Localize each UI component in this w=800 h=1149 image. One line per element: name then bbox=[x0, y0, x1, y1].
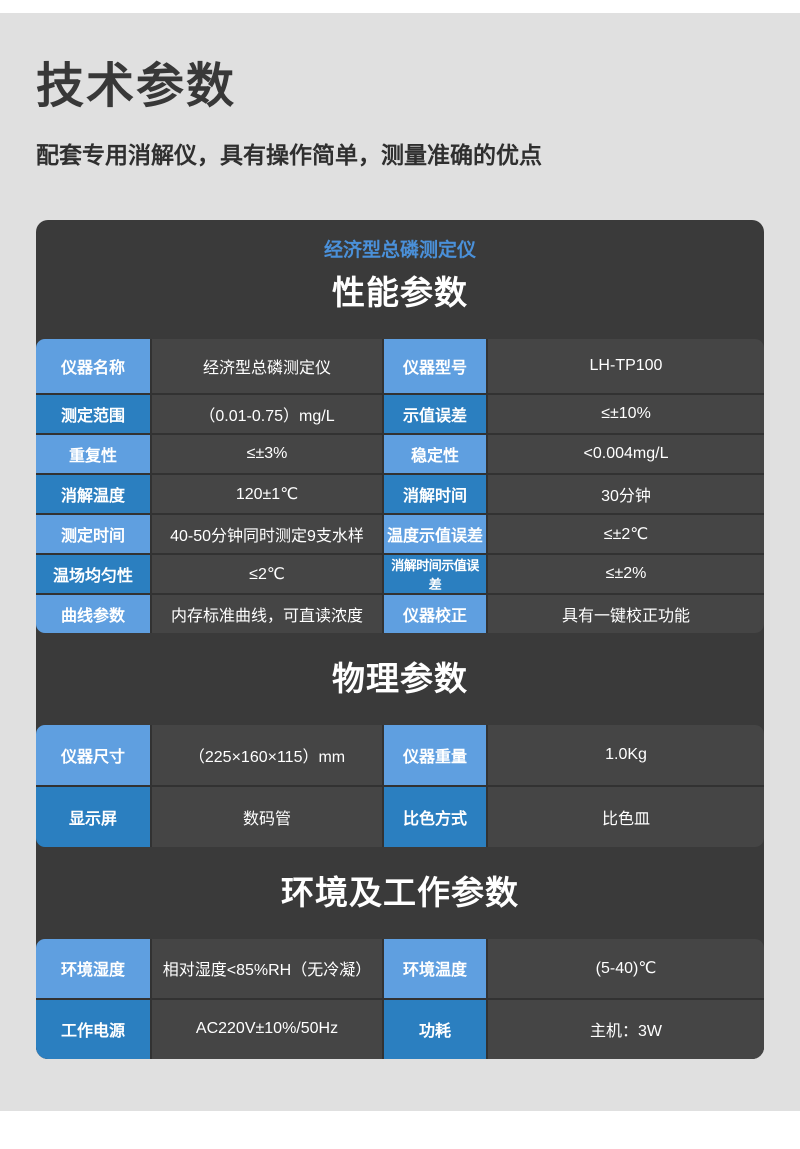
param-value: 40-50分钟同时测定9支水样 bbox=[152, 514, 382, 553]
param-label: 温度示值误差 bbox=[384, 514, 486, 553]
section-heading: 性能参数 bbox=[332, 273, 468, 311]
param-label: 测定范围 bbox=[36, 394, 150, 433]
param-label: 仪器尺寸 bbox=[36, 724, 150, 785]
param-value: 主机：3W bbox=[488, 999, 764, 1059]
param-value: ≤±2% bbox=[488, 554, 764, 593]
param-label: 消解时间 bbox=[384, 474, 486, 513]
param-label: 仪器重量 bbox=[384, 724, 486, 785]
param-value: AC220V±10%/50Hz bbox=[152, 999, 382, 1059]
param-label: 环境温度 bbox=[384, 938, 486, 998]
section-heading: 物理参数 bbox=[332, 659, 468, 697]
param-value: <0.004mg/L bbox=[488, 434, 764, 473]
param-value: ≤±10% bbox=[488, 394, 764, 433]
spec-card: 经济型总磷测定仪 性能参数 仪器名称 经济型总磷测定仪 仪器型号 LH-TP100 测定范… bbox=[36, 219, 764, 1059]
param-value: ≤2℃ bbox=[152, 554, 382, 593]
spec-table: 仪器尺寸 （225×160×115）mm 仪器重量 1.0Kg 显示屏 数码管 比色方式 比色… bbox=[36, 724, 764, 847]
param-value: (5-40)℃ bbox=[488, 938, 764, 998]
param-label: 工作电源 bbox=[36, 999, 150, 1059]
param-label: 稳定性 bbox=[384, 434, 486, 473]
param-label: 重复性 bbox=[36, 434, 150, 473]
param-value: 具有一键校正功能 bbox=[488, 594, 764, 633]
param-value: （225×160×115）mm bbox=[152, 724, 382, 785]
param-value: 比色皿 bbox=[488, 786, 764, 847]
page-subtitle: 配套专用消解仪，具有操作简单，测量准确的优点 bbox=[36, 142, 542, 169]
param-value: 经济型总磷测定仪 bbox=[152, 338, 382, 393]
content-panel: 技术参数 配套专用消解仪，具有操作简单，测量准确的优点 经济型总磷测定仪 性能参… bbox=[0, 13, 800, 1111]
spec-table: 仪器名称 经济型总磷测定仪 仪器型号 LH-TP100 测定范围 （0.01-0.75）m… bbox=[36, 338, 764, 633]
param-value: 30分钟 bbox=[488, 474, 764, 513]
spec-sections: 性能参数仪器名称 经济型总磷测定仪 仪器型号 LH-TP100 测定范围 （0.01-0.… bbox=[36, 273, 764, 1059]
param-label: 比色方式 bbox=[384, 786, 486, 847]
page-title: 技术参数 bbox=[36, 60, 237, 113]
param-value: 1.0Kg bbox=[488, 724, 764, 785]
param-label: 测定时间 bbox=[36, 514, 150, 553]
param-label: 示值误差 bbox=[384, 394, 486, 433]
section-heading: 环境及工作参数 bbox=[281, 873, 519, 911]
param-label: 仪器型号 bbox=[384, 338, 486, 393]
spec-table: 环境湿度 相对湿度<85%RH（无冷凝） 环境温度 (5-40)℃ 工作电源 AC220V… bbox=[36, 938, 764, 1059]
product-name: 经济型总磷测定仪 bbox=[323, 239, 476, 261]
param-label: 环境湿度 bbox=[36, 938, 150, 998]
param-label: 功耗 bbox=[384, 999, 486, 1059]
param-value: 数码管 bbox=[152, 786, 382, 847]
param-value: 120±1℃ bbox=[152, 474, 382, 513]
param-label: 温场均匀性 bbox=[36, 554, 150, 593]
param-label: 仪器校正 bbox=[384, 594, 486, 633]
param-value: （0.01-0.75）mg/L bbox=[152, 394, 382, 433]
param-label: 仪器名称 bbox=[36, 338, 150, 393]
param-value: 内存标准曲线，可直读浓度 bbox=[152, 594, 382, 633]
param-value: LH-TP100 bbox=[488, 338, 764, 393]
param-value: ≤±3% bbox=[152, 434, 382, 473]
param-label: 消解温度 bbox=[36, 474, 150, 513]
param-value: 相对湿度<85%RH（无冷凝） bbox=[152, 938, 382, 998]
param-label: 消解时间示值误差 bbox=[384, 554, 486, 593]
param-value: ≤±2℃ bbox=[488, 514, 764, 553]
param-label: 曲线参数 bbox=[36, 594, 150, 633]
param-label: 显示屏 bbox=[36, 786, 150, 847]
